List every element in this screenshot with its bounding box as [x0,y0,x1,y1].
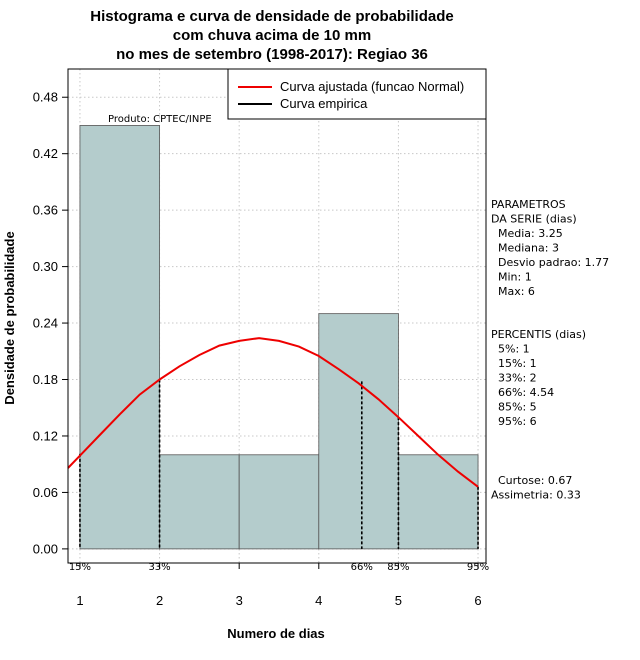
chart-title-line: no mes de setembro (1998-2017): Regiao 3… [116,46,428,63]
side-panel: PARAMETROS DA SERIE (dias) Media: 3.25 Me… [491,198,609,502]
y-axis-label: Densidade de probabilidade [2,231,17,404]
y-tick-label: 0.12 [33,428,58,443]
histogram-bar [318,313,399,550]
side-panel-line: Assimetria: 0.33 [491,489,581,502]
y-tick-label: 0.30 [33,259,58,274]
legend-entry-empirical: Curva empirica [280,96,368,111]
side-panel-line: Max: 6 [491,285,535,298]
x-axis: 1 2 3 4 5 6 [76,562,482,608]
x-axis-label: Numero de dias [227,626,325,641]
legend: Curva ajustada (funcao Normal) Curva emp… [227,68,487,120]
y-tick-label: 0.00 [33,541,58,556]
side-panel-line: DA SERIE (dias) [491,213,577,226]
fitted-curve-line [67,337,479,488]
product-annotation: Produto: CPTEC/INPE [108,114,212,125]
side-panel-line: Desvio padrao: 1.77 [491,256,609,269]
side-panel-line: 95%: 6 [491,415,537,428]
x-tick-label: 1 [76,593,83,608]
y-tick-label: 0.18 [33,372,58,387]
side-panel-line: PERCENTIS (dias) [491,328,586,341]
side-panel-line: Mediana: 3 [491,242,559,255]
histogram-bar [238,454,320,550]
side-panel-line: Media: 3.25 [491,227,563,240]
y-tick-label: 0.06 [33,485,58,500]
side-panel-line: 66%: 4.54 [491,386,554,399]
side-panel-line: PARAMETROS [491,198,566,211]
x-tick-label: 4 [315,593,322,608]
x-tick-label: 5 [395,593,402,608]
fitted-curve [67,337,479,488]
y-axis: 0.00 0.06 0.12 0.18 0.24 0.30 0.36 0.42 0.48 [33,90,69,556]
percentile-label: 66% [351,562,373,573]
histogram-bar [398,454,479,550]
chart-title-line: com chuva acima de 10 mm [173,27,371,44]
chart-title: Histograma e curva de densidade de proba… [90,8,453,63]
x-tick-label: 6 [474,593,481,608]
y-tick-label: 0.42 [33,146,58,161]
legend-box [227,68,487,120]
x-tick-label: 3 [236,593,243,608]
y-tick-label: 0.36 [33,203,58,218]
chart-title-line: Histograma e curva de densidade de proba… [90,8,453,25]
side-panel-line: 85%: 5 [491,401,537,414]
side-panel-line: 15%: 1 [491,357,537,370]
histogram-bar [159,454,240,550]
legend-entry-fitted: Curva ajustada (funcao Normal) [280,79,464,94]
x-tick-label: 2 [156,593,163,608]
y-tick-label: 0.24 [33,316,58,331]
side-panel-line: 5%: 1 [491,343,530,356]
side-panel-line: Curtose: 0.67 [491,474,572,487]
side-panel-line: 33%: 2 [491,372,537,385]
y-tick-label: 0.48 [33,90,58,105]
side-panel-line: Min: 1 [491,271,532,284]
histogram-bar [79,125,160,550]
histogram-bars [79,125,479,550]
